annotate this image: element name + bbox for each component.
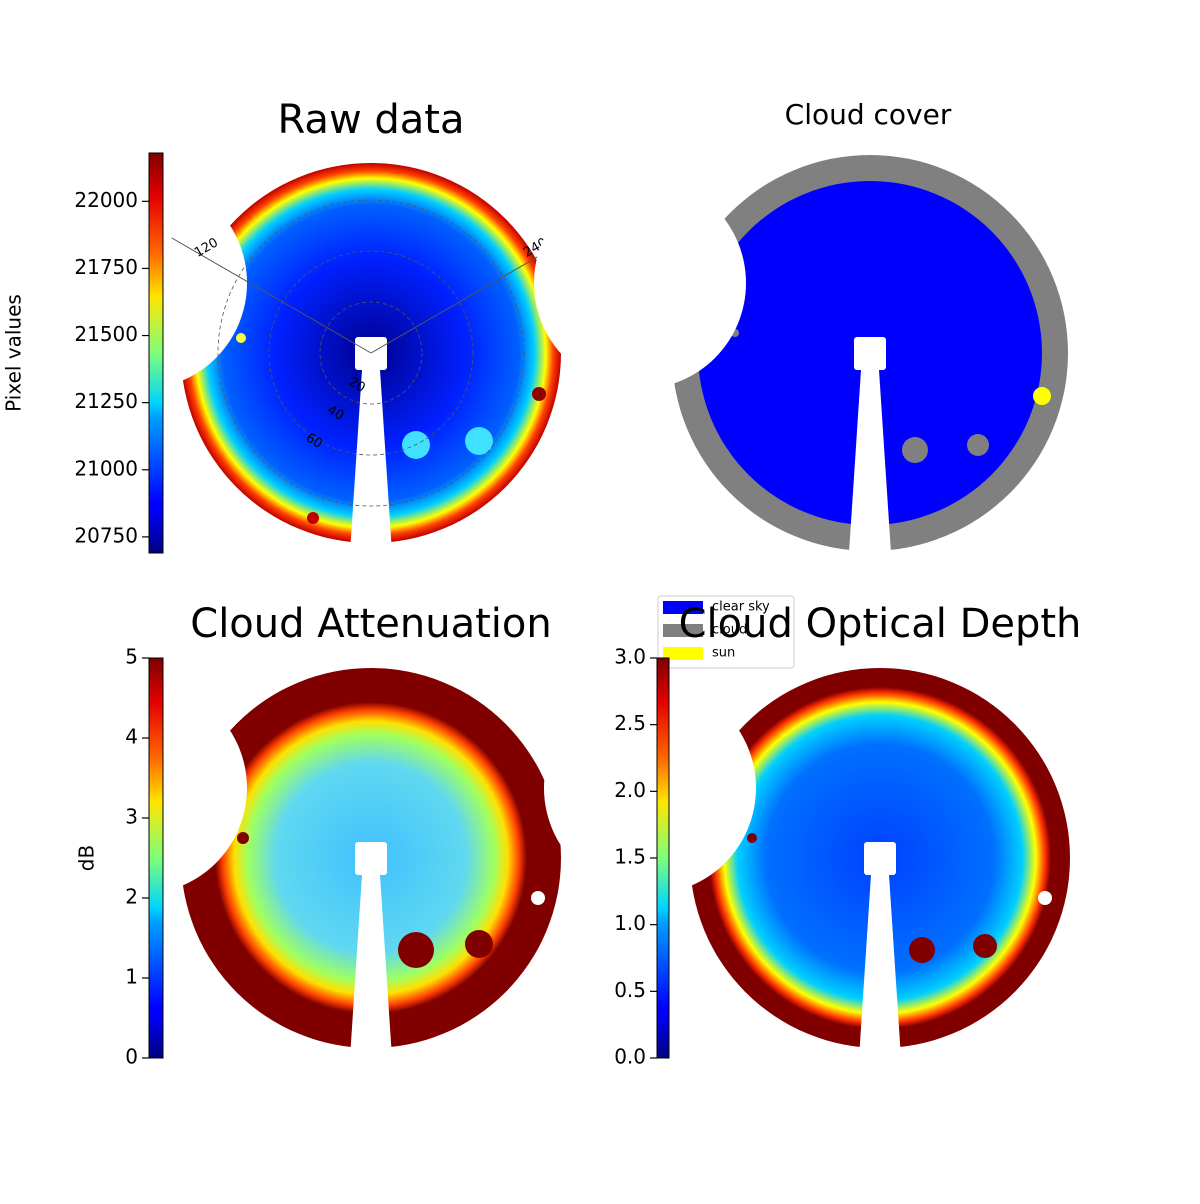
tick-label: 2.5 <box>614 711 646 735</box>
legend-swatch <box>663 624 703 637</box>
cloud-patch <box>532 387 546 401</box>
mask <box>854 337 886 370</box>
cloud-patch <box>402 431 430 459</box>
tick-label: 1.0 <box>614 911 646 935</box>
tick-label: 0.0 <box>614 1045 646 1069</box>
tick-label: 4 <box>125 725 138 749</box>
panel-title: Raw data <box>278 97 465 143</box>
azimuth-spoke <box>171 237 372 354</box>
mask <box>544 682 756 894</box>
tick-label: 0 <box>125 1045 138 1069</box>
tick-label: 2.0 <box>614 778 646 802</box>
azimuth-spoke <box>370 237 571 354</box>
cloud-patch <box>531 891 545 905</box>
legend-swatch <box>663 601 703 614</box>
tick-label: 20750 <box>74 523 138 547</box>
colorbar <box>148 657 164 1059</box>
tick-label: 1 <box>125 965 138 989</box>
legend-swatch <box>663 647 703 660</box>
panel-title: Cloud Attenuation <box>190 601 551 647</box>
zenith-label: 40 <box>324 403 346 424</box>
tick-label: 21500 <box>74 322 138 346</box>
mask <box>35 177 247 389</box>
mask <box>534 177 746 389</box>
sun-marker <box>1033 387 1051 405</box>
zenith-ring <box>268 250 474 456</box>
mask <box>355 842 387 875</box>
tick-label: 22000 <box>74 188 138 212</box>
mask <box>355 337 387 370</box>
cloud-patch <box>967 434 989 456</box>
cloud-patch <box>237 832 249 844</box>
tick-label: 0.5 <box>614 978 646 1002</box>
cloud-patch <box>1038 891 1052 905</box>
tick-label: 21000 <box>74 456 138 480</box>
zenith-ring <box>217 199 525 507</box>
cloud-patch <box>465 427 493 455</box>
legend-label: sun <box>712 646 735 661</box>
zenith-label: 60 <box>303 431 325 452</box>
cloud-patch <box>398 932 434 968</box>
colorbar-label: Pixel values <box>2 294 26 412</box>
cloud-patch <box>973 934 997 958</box>
mask <box>864 842 896 875</box>
panel: Cloud Attenuation 0 1 2 3 4 5 dB <box>35 601 561 1069</box>
legend-label: cloud <box>712 623 747 638</box>
cloud-patch <box>465 930 493 958</box>
tick-label: 21250 <box>74 389 138 413</box>
panel-title: Cloud Optical Depth <box>679 601 1082 647</box>
cloud-patch <box>902 437 928 463</box>
mask <box>35 682 247 894</box>
cloud-patch <box>307 512 319 524</box>
cloud-patch <box>747 833 757 843</box>
tick-label: 21750 <box>74 255 138 279</box>
cloud-patch <box>909 937 935 963</box>
tick-label: 2 <box>125 885 138 909</box>
colorbar-label: dB <box>75 845 99 871</box>
tick-label: 3 <box>125 805 138 829</box>
zenith-ring <box>319 301 423 405</box>
zenith-label: 20 <box>346 375 368 396</box>
colorbar <box>148 152 164 554</box>
panel-title: Cloud cover <box>785 98 952 131</box>
legend-label: clear sky <box>712 600 770 615</box>
mask <box>849 370 891 553</box>
tick-label: 5 <box>125 645 138 669</box>
mask <box>859 875 901 1058</box>
tick-label: 1.5 <box>614 845 646 869</box>
cloud-patch <box>236 333 246 343</box>
panel: Raw data 20750 21000 21250 21500 21750 22000 Pi… <box>2 97 571 554</box>
tick-label: 3.0 <box>614 645 646 669</box>
panel: Cloud Optical Depth 0.0 0.5 1.0 1.5 2.0 2.5 3.0 <box>544 601 1081 1069</box>
mask <box>350 370 392 553</box>
colorbar <box>656 657 670 1059</box>
mask <box>350 875 392 1058</box>
panel: Cloud cover clear sky cloud sun <box>534 98 1068 669</box>
